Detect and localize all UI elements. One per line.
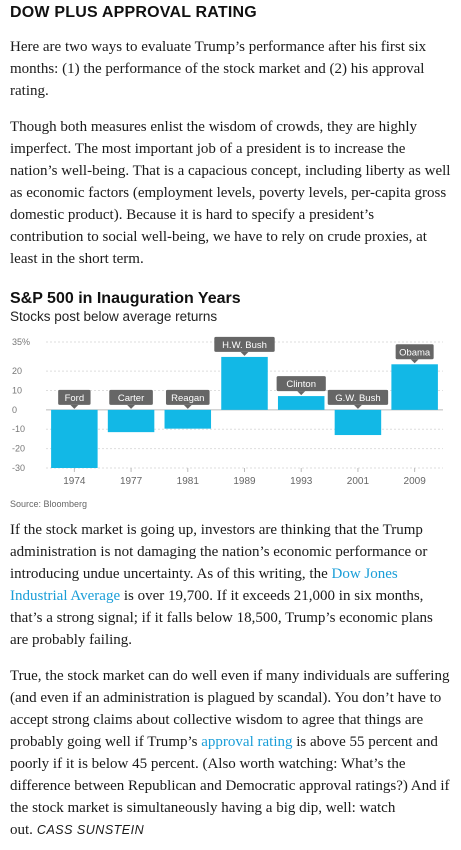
paragraph-4-text-b: is above 55 percent and poorly if it is … (10, 734, 450, 838)
dow-jones-link[interactable]: Dow Jones Industrial Average (10, 566, 398, 604)
president-label-pointer (353, 404, 362, 409)
bar (221, 356, 268, 410)
president-label-box (276, 376, 326, 392)
chart-source: Source: Bloomberg (10, 499, 88, 509)
paragraph-3-text-b: is over 19,700. If it exceeds 21,000 in … (10, 588, 433, 648)
x-tick-label: 1989 (233, 476, 256, 487)
paragraph-3: If the stock market is going up, investo… (10, 519, 451, 651)
president-label: Carter (118, 393, 144, 404)
paragraph-2: Though both measures enlist the wisdom o… (10, 119, 451, 267)
president-label-pointer (183, 404, 192, 409)
chart-title: S&P 500 in Inauguration Years (10, 290, 241, 307)
approval-rating-link[interactable]: approval rating (201, 734, 293, 750)
x-tick-label: 2009 (404, 476, 427, 487)
chart-subtitle: Stocks post below average returns (10, 309, 218, 324)
president-label: Clinton (286, 379, 316, 390)
y-tick-label: 20 (12, 366, 22, 376)
president-label: H.W. Bush (222, 340, 267, 351)
bar (277, 396, 325, 410)
bar (391, 364, 438, 410)
y-tick-label: -20 (12, 444, 25, 454)
president-label-box (395, 344, 434, 360)
president-label-box (327, 389, 389, 405)
president-label-box (109, 389, 153, 405)
article-title: DOW PLUS APPROVAL RATING (10, 4, 257, 21)
president-label: Ford (65, 393, 85, 404)
paragraph-4: True, the stock market can do well even … (10, 665, 451, 841)
president-label: Reagan (171, 393, 204, 404)
president-label-box (214, 336, 275, 352)
president-label-pointer (240, 351, 249, 356)
y-tick-label: 35% (12, 337, 30, 347)
bar (51, 409, 98, 468)
president-label-pointer (410, 359, 419, 364)
bar (107, 409, 155, 433)
x-tick-label: 1993 (290, 476, 313, 487)
president-label: G.W. Bush (335, 393, 380, 404)
president-label-pointer (297, 391, 306, 396)
x-tick-label: 1981 (177, 476, 200, 487)
y-tick-label: 0 (12, 405, 17, 415)
x-tick-label: 1974 (63, 476, 86, 487)
y-tick-label: -30 (12, 463, 25, 473)
president-label: Obama (399, 347, 431, 358)
bar-chart: -30 -20 -10 0 10 20 35% 1974 Ford 1977 Carter 1981 R… (12, 336, 443, 487)
x-tick-label: 2001 (347, 476, 370, 487)
president-label-box (165, 389, 210, 405)
paragraph-4-text-a: True, the stock market can do well even … (10, 668, 450, 750)
bar (164, 409, 212, 429)
y-tick-label: 10 (12, 385, 22, 395)
byline: CASS SUNSTEIN (36, 823, 145, 837)
president-label-pointer (127, 404, 136, 409)
president-label-pointer (70, 404, 79, 409)
paragraph-3-text-a: If the stock market is going up, investo… (10, 522, 428, 582)
bar (334, 409, 382, 436)
paragraph-1: Here are two ways to evaluate Trump’s pe… (10, 39, 427, 99)
y-tick-label: -10 (12, 424, 25, 434)
chart: S&P 500 in Inauguration Years Stocks pos… (10, 290, 451, 509)
x-tick-label: 1977 (120, 476, 143, 487)
president-label-box (58, 389, 91, 405)
